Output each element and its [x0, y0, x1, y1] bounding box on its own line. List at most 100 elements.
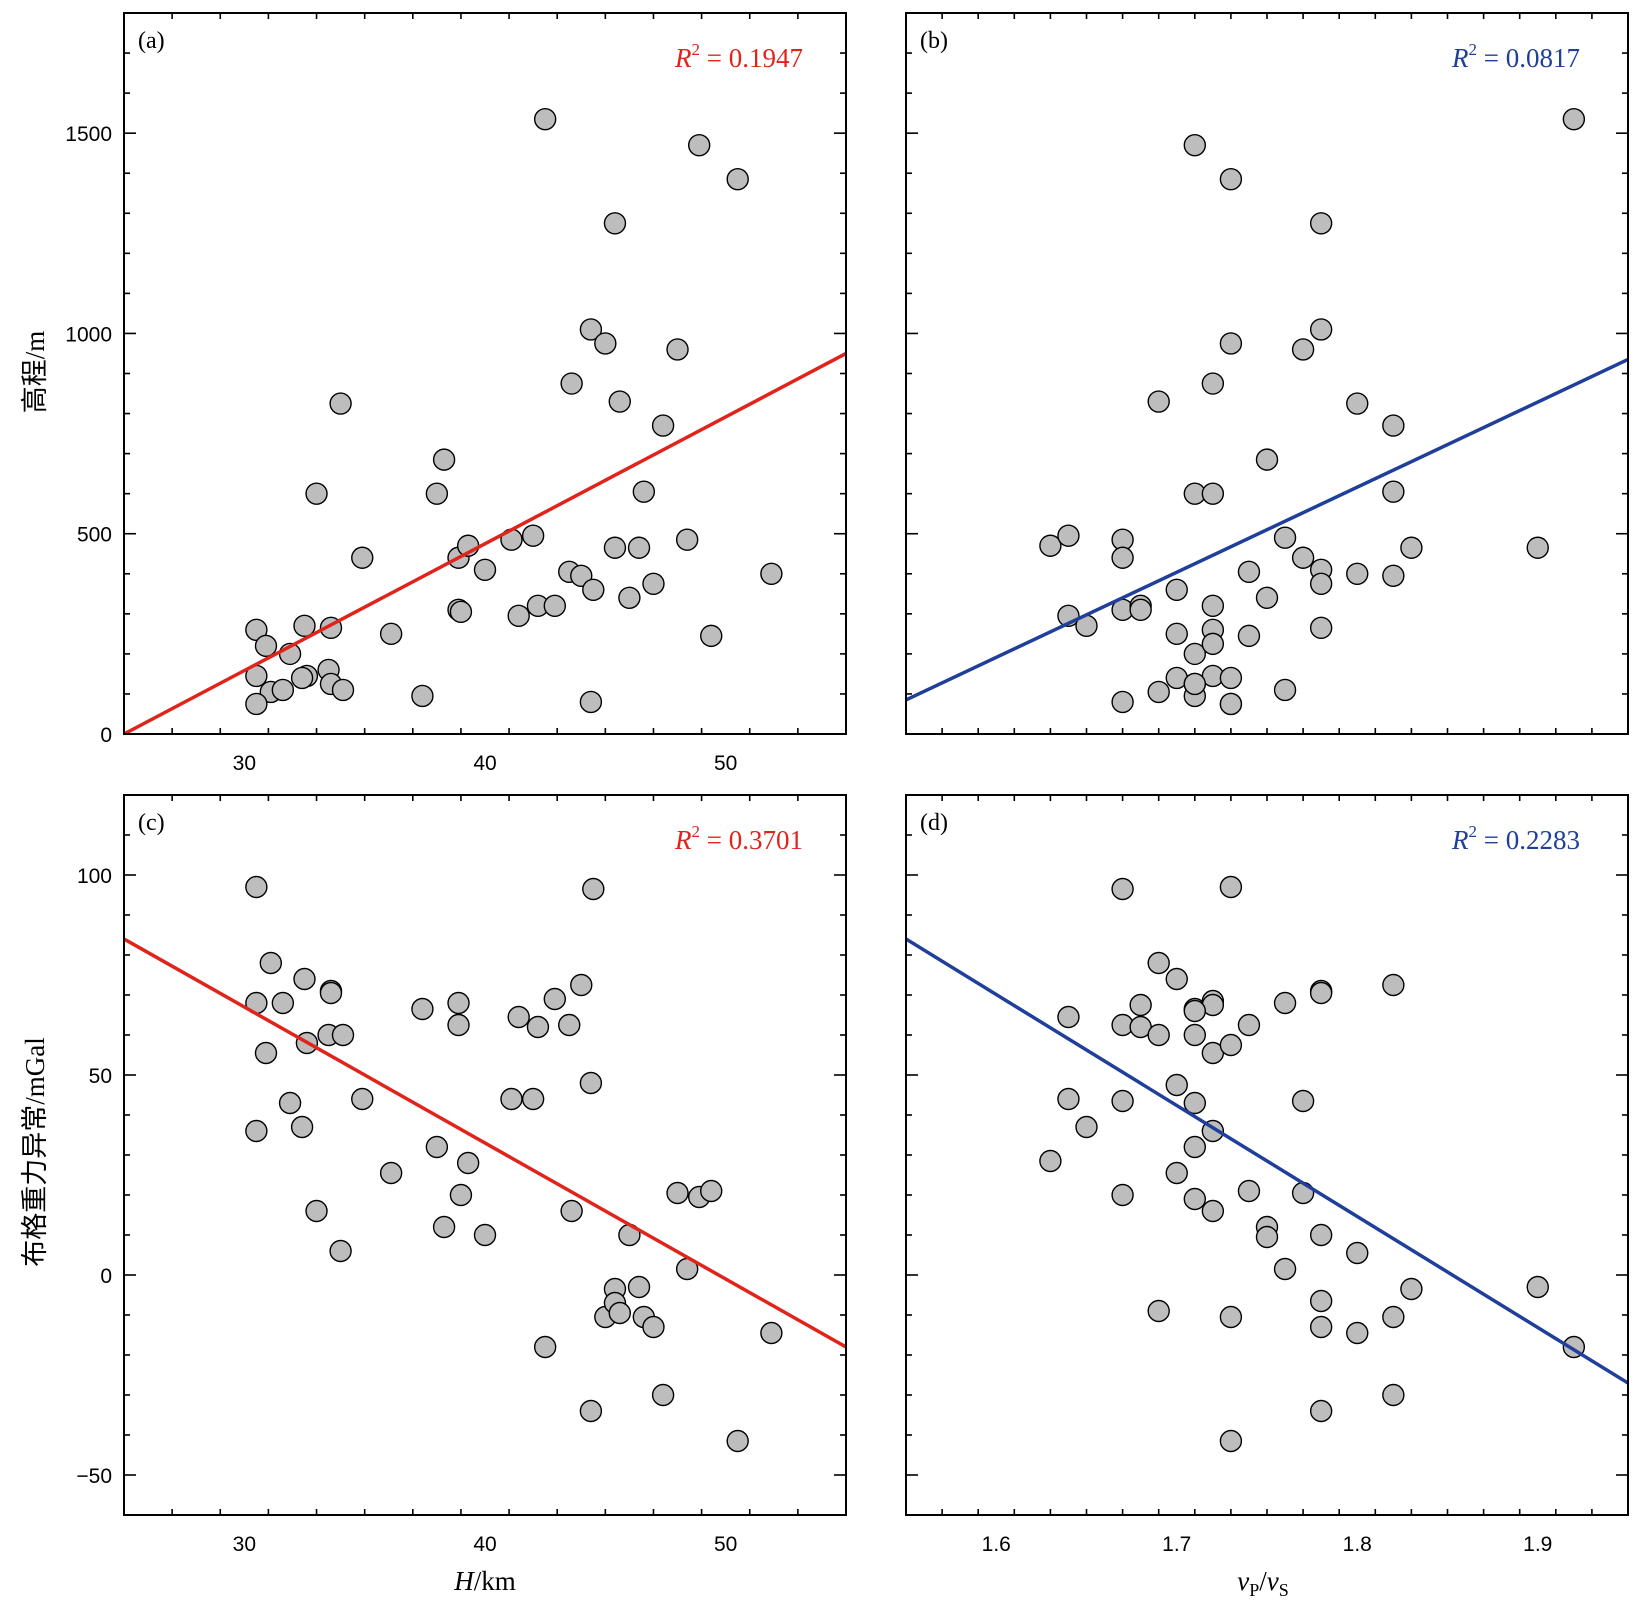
y-tick-label: 0	[100, 1265, 112, 1288]
data-point	[447, 991, 470, 1015]
data-point	[1147, 1299, 1170, 1323]
data-point	[411, 997, 434, 1021]
data-point	[449, 600, 473, 624]
data-point	[254, 1041, 278, 1065]
y-tick-label: 50	[89, 1065, 112, 1088]
data-point	[1273, 526, 1297, 549]
data-point	[1201, 594, 1225, 618]
data-point	[1111, 1089, 1134, 1113]
data-point	[1309, 1315, 1333, 1339]
data-point	[245, 1119, 268, 1143]
data-point	[1219, 168, 1243, 191]
data-point	[1165, 1073, 1188, 1097]
data-point	[351, 1087, 374, 1111]
data-point	[1057, 1087, 1080, 1111]
data-point	[271, 991, 295, 1015]
data-point	[1346, 562, 1369, 585]
data-point	[507, 1005, 530, 1029]
r-squared-value: 0.2283	[1506, 825, 1580, 855]
data-point	[331, 1023, 355, 1047]
data-point	[1147, 1023, 1170, 1047]
x-tick-label: 50	[714, 1533, 737, 1556]
r-squared-label: R2 = 0.3701	[674, 822, 803, 855]
data-point	[1526, 1275, 1549, 1299]
data-point	[1057, 1005, 1080, 1029]
data-point	[1183, 1135, 1207, 1159]
data-point	[425, 1135, 449, 1159]
scatter-points	[245, 875, 783, 1453]
y-axis-title: 布格重力异常/mGal	[20, 1037, 50, 1267]
data-point	[618, 586, 641, 610]
r-squared-label: R2 = 0.0817	[1451, 40, 1580, 73]
scatter-points	[245, 107, 783, 716]
panel-b: (b) R2 = 0.0817	[905, 12, 1629, 735]
data-point	[1219, 1305, 1243, 1329]
panel-label: (c)	[138, 810, 165, 836]
data-point	[1291, 1181, 1315, 1205]
plot-frame	[905, 794, 1629, 1516]
data-point	[305, 482, 328, 505]
data-point	[1219, 692, 1243, 716]
data-point	[1111, 1183, 1134, 1207]
data-point	[1165, 578, 1188, 601]
data-point	[245, 875, 268, 899]
data-point	[1309, 1399, 1333, 1423]
data-point	[1255, 1225, 1279, 1249]
data-point	[651, 1383, 675, 1407]
data-point	[1183, 133, 1207, 157]
data-point	[1219, 332, 1243, 355]
data-point	[1219, 875, 1243, 899]
data-point	[760, 1321, 783, 1345]
r-squared-value: 0.0817	[1506, 43, 1580, 73]
x-tick-label: 30	[233, 1533, 256, 1556]
scatter-points	[1039, 107, 1586, 716]
data-point	[456, 1151, 480, 1175]
data-point	[278, 1091, 302, 1115]
data-point	[666, 1181, 689, 1205]
data-point	[603, 536, 627, 559]
data-point	[543, 594, 566, 618]
data-point	[1255, 448, 1279, 471]
y-axis-title: 高程/m	[20, 331, 50, 414]
x-tick-label: 50	[714, 752, 737, 775]
data-point	[594, 332, 617, 355]
data-point	[1039, 534, 1062, 557]
data-point	[351, 546, 374, 569]
x-tick-label: 40	[473, 752, 496, 775]
plot-frame	[123, 12, 847, 735]
data-point	[1183, 1187, 1207, 1211]
data-point	[632, 480, 656, 503]
data-point	[473, 558, 497, 581]
regression-line	[906, 937, 1628, 1385]
data-point	[507, 604, 530, 628]
data-point	[1075, 1115, 1098, 1139]
data-point	[1273, 678, 1297, 702]
x-tick-label: 1.7	[1162, 1533, 1191, 1556]
y-tick-label: 0	[100, 724, 112, 747]
data-point	[1129, 993, 1152, 1017]
data-point	[1111, 877, 1134, 901]
data-point	[473, 1223, 497, 1247]
data-point	[1147, 951, 1170, 975]
data-point	[1111, 546, 1134, 569]
data-point	[379, 622, 403, 646]
data-point	[254, 634, 278, 658]
data-point	[1219, 1429, 1243, 1453]
x-tick-label: 1.8	[1343, 1533, 1372, 1556]
data-point	[1309, 981, 1333, 1005]
scatter-points	[1039, 875, 1586, 1453]
data-point	[432, 448, 456, 471]
ticks	[906, 13, 1628, 734]
r-squared-label: R2 = 0.1947	[674, 40, 803, 73]
data-point	[726, 168, 749, 191]
data-point	[608, 1301, 631, 1325]
r-squared-value: 0.1947	[729, 43, 803, 73]
data-point	[411, 684, 434, 708]
data-point	[1309, 1223, 1333, 1247]
r-squared-label: R2 = 0.2283	[1451, 822, 1580, 855]
data-point	[1219, 1033, 1243, 1057]
panel-label: (d)	[920, 810, 948, 836]
x-tick-label: 40	[473, 1533, 496, 1556]
panel-c: (c) R2 = 0.3701 布格重力异常/mGal H/km 30 40 50 −…	[20, 794, 847, 1596]
